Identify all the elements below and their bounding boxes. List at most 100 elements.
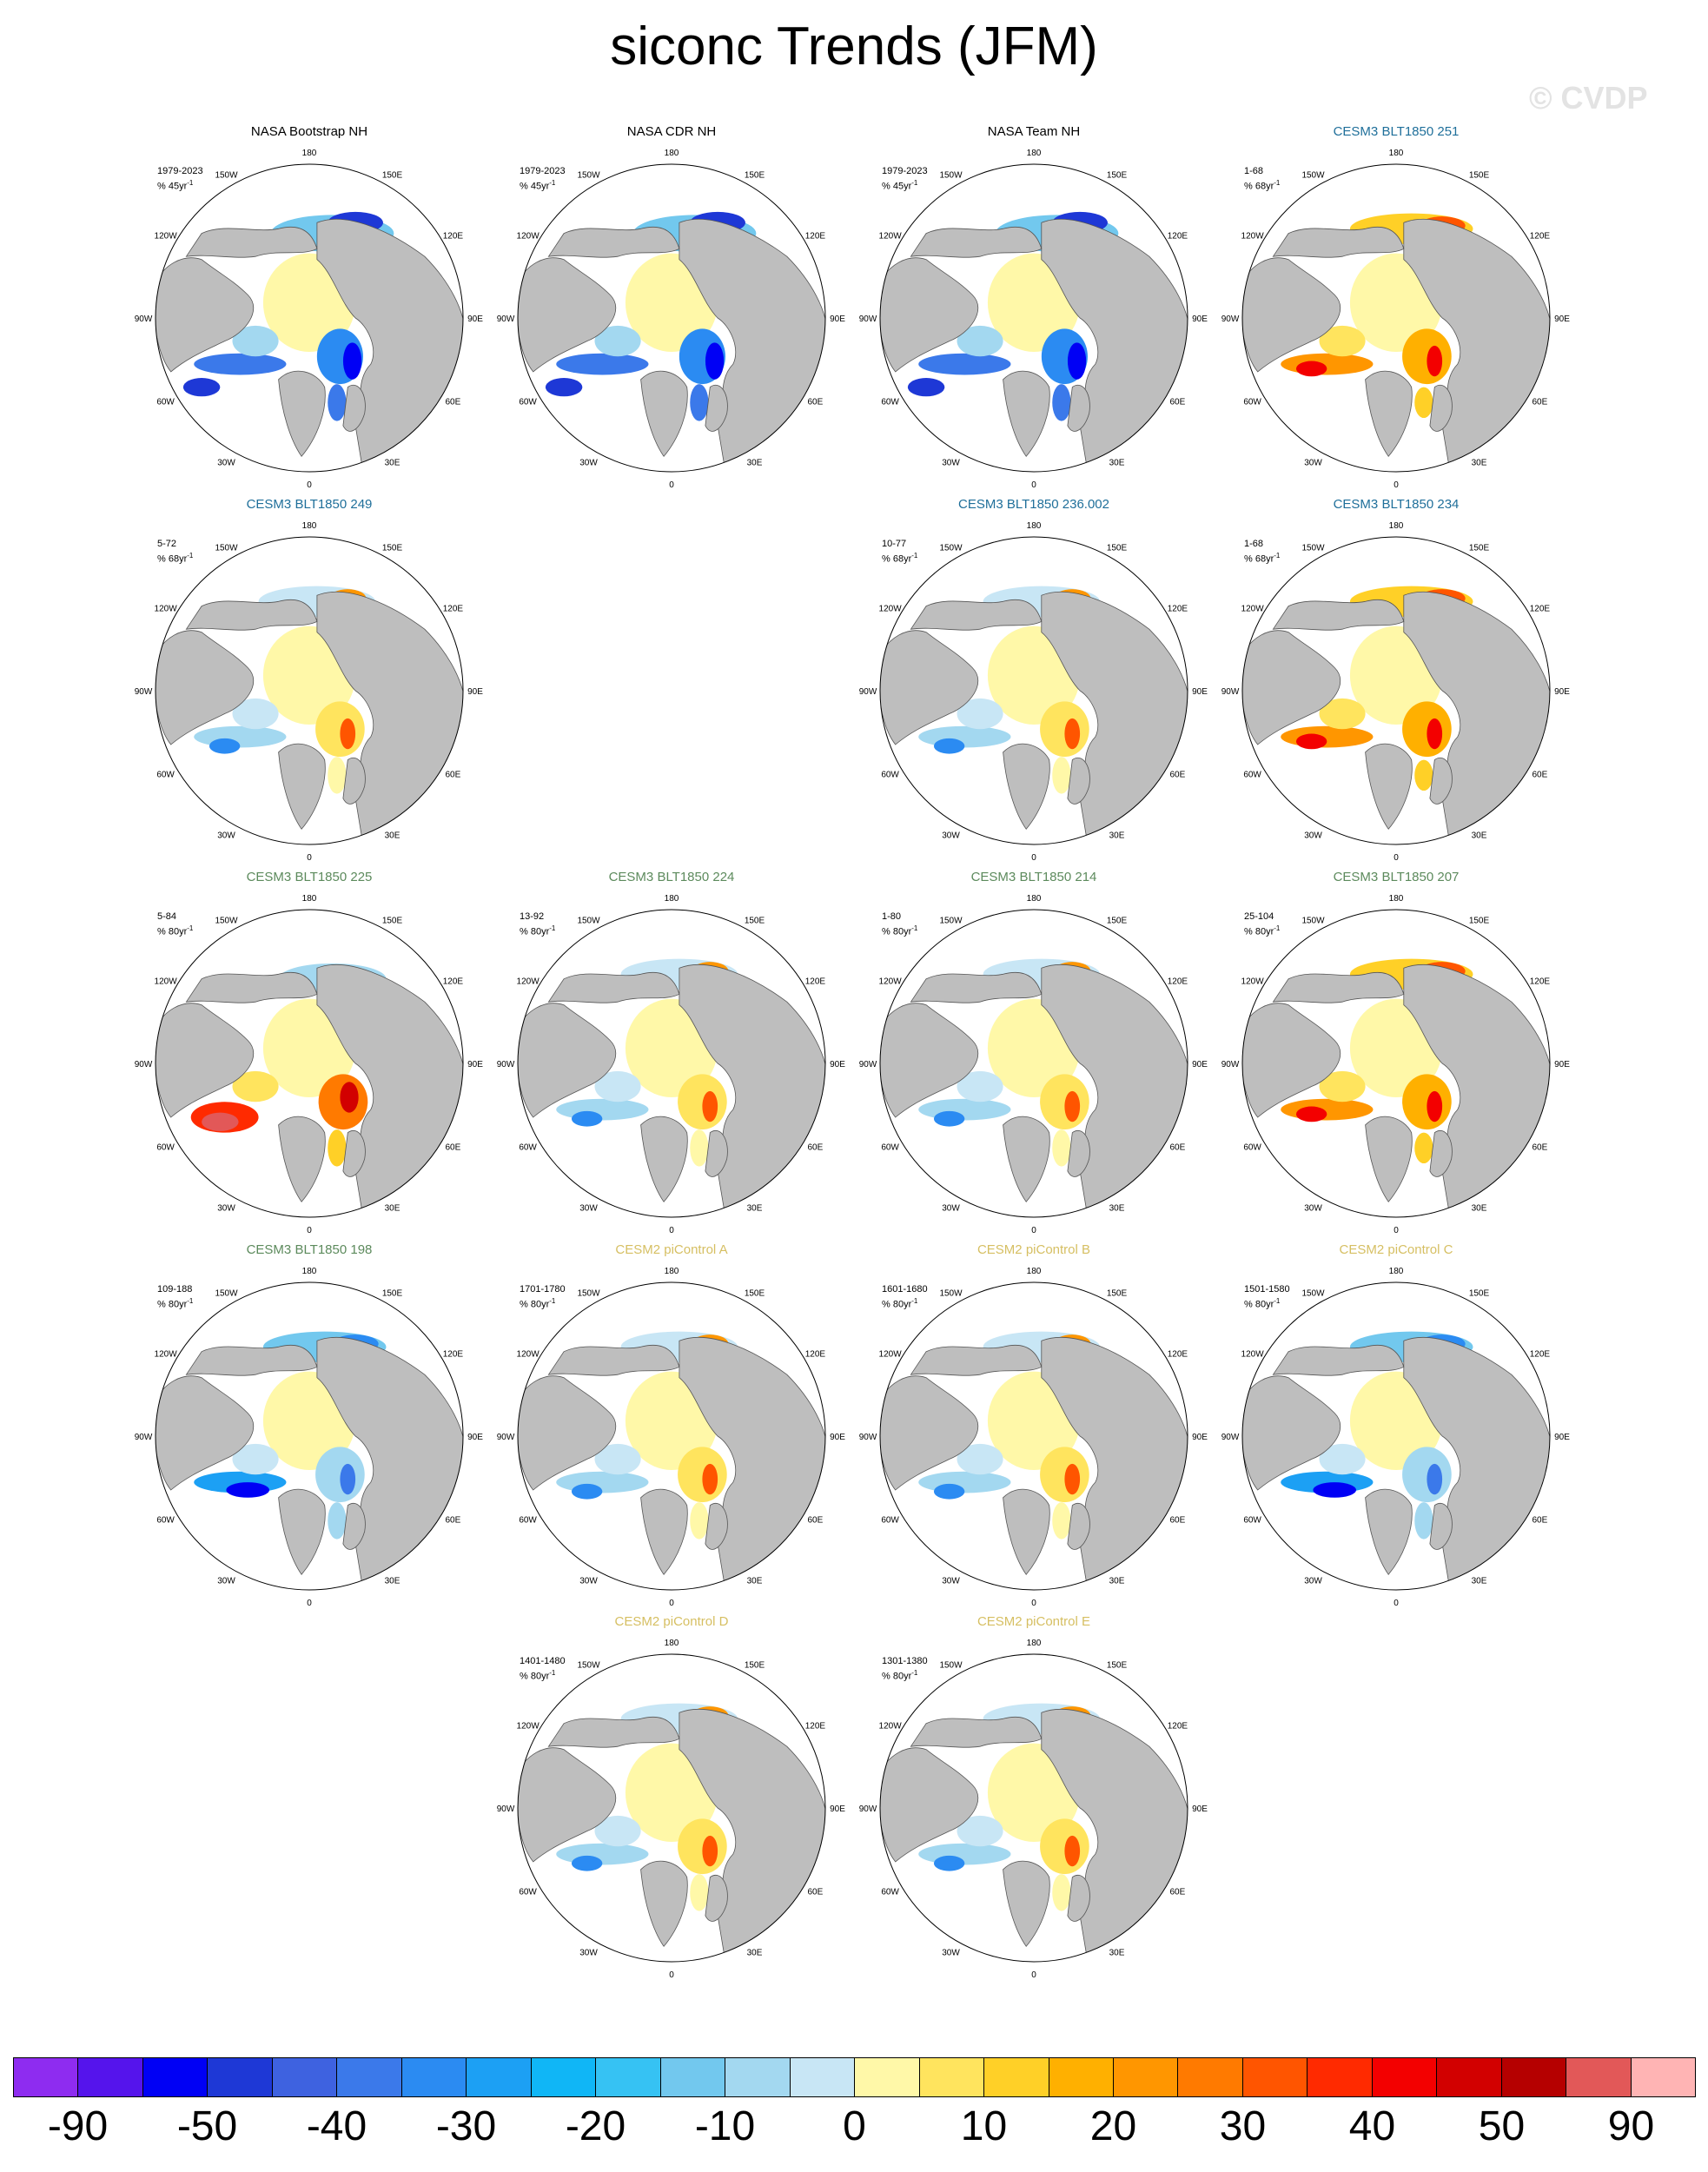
longitude-label: 30W bbox=[942, 1203, 960, 1213]
trend-patch bbox=[690, 384, 709, 421]
longitude-label: 60E bbox=[1170, 1888, 1186, 1897]
land-mass bbox=[1365, 1116, 1413, 1202]
longitude-label: 150W bbox=[1301, 917, 1325, 926]
trend-patch bbox=[1402, 1447, 1452, 1503]
longitude-label: 150W bbox=[939, 1289, 963, 1299]
map-panel: 180 150E 120E 90E 60E 30E 0 30W 60W 90W 120W 150W bbox=[1221, 149, 1571, 490]
map-boundary bbox=[879, 1281, 1188, 1591]
longitude-label: 150W bbox=[215, 544, 238, 553]
trend-patch bbox=[705, 342, 725, 380]
land-mass bbox=[342, 1503, 366, 1550]
land-mass bbox=[880, 257, 979, 373]
trend-patch bbox=[315, 701, 365, 758]
longitude-label: 90E bbox=[1554, 1433, 1570, 1442]
longitude-label: 150E bbox=[1107, 917, 1128, 926]
longitude-label: 60W bbox=[156, 771, 175, 780]
panel-title: CESM3 BLT1850 198 bbox=[246, 1242, 373, 1257]
land-mass bbox=[910, 1717, 1043, 1748]
map-panels: 180150E120E90E60E30E030W60W90W120W150W18… bbox=[135, 149, 1571, 1980]
trend-patch bbox=[1040, 1447, 1089, 1503]
longitude-label: 60W bbox=[881, 398, 899, 407]
longitude-label: 150W bbox=[577, 171, 600, 181]
longitude-label: 120E bbox=[443, 605, 464, 614]
longitude-label: 120W bbox=[879, 1722, 903, 1732]
longitude-label: 0 bbox=[1394, 1226, 1399, 1235]
colorbar-label: -20 bbox=[565, 2103, 626, 2149]
longitude-label: 120E bbox=[805, 977, 826, 987]
panel-title: NASA Bootstrap NH bbox=[250, 124, 368, 139]
trend-patch bbox=[594, 325, 641, 357]
longitude-label: 180 bbox=[302, 521, 317, 531]
trend-patch bbox=[1064, 1090, 1081, 1122]
trend-patch bbox=[957, 1443, 1003, 1475]
longitude-label: 90E bbox=[830, 1804, 845, 1814]
trend-patch bbox=[702, 1463, 718, 1495]
land-mass bbox=[1365, 1488, 1413, 1575]
colorbar-label: -10 bbox=[694, 2103, 756, 2149]
longitude-label: 120W bbox=[155, 977, 178, 987]
longitude-label: 90W bbox=[497, 1060, 515, 1069]
trend-patch bbox=[1281, 353, 1374, 375]
map-boundary bbox=[879, 536, 1188, 845]
land-mass bbox=[1067, 1875, 1090, 1922]
longitude-label: 30E bbox=[1109, 831, 1125, 840]
trend-patch bbox=[232, 325, 279, 357]
trend-patch bbox=[209, 738, 241, 754]
map-panel: 180 150E 120E 90E 60E 30E 0 30W 60W 90W 120W 150W bbox=[859, 521, 1208, 863]
colorbar-swatch bbox=[208, 2058, 273, 2096]
longitude-label: 180 bbox=[1027, 521, 1042, 531]
longitude-label: 30W bbox=[579, 1203, 598, 1213]
panel-title: NASA Team NH bbox=[987, 124, 1081, 139]
land-mass bbox=[640, 1860, 688, 1947]
trend-patch bbox=[918, 1843, 1011, 1865]
longitude-label: 180 bbox=[665, 1639, 679, 1648]
trend-patch bbox=[594, 1815, 641, 1847]
longitude-label: 0 bbox=[1394, 480, 1399, 490]
land-mass bbox=[705, 1875, 728, 1922]
map-boundary bbox=[155, 1281, 464, 1591]
colorbar-swatch bbox=[725, 2058, 791, 2096]
land-mass bbox=[1242, 257, 1341, 373]
map-boundary bbox=[1241, 163, 1551, 473]
trend-patch bbox=[1295, 1106, 1327, 1122]
map-panel: 180 150E 120E 90E 60E 30E 0 30W 60W 90W 120W 150W bbox=[1221, 521, 1571, 863]
panel-range: 1-80% 80yr-1 bbox=[882, 911, 918, 937]
land-mass bbox=[156, 630, 255, 745]
land-mass bbox=[1429, 1503, 1453, 1550]
longitude-label: 0 bbox=[669, 1970, 674, 1980]
longitude-label: 90W bbox=[497, 1804, 515, 1814]
colorbar-swatch bbox=[1307, 2058, 1373, 2096]
trend-patch bbox=[556, 1843, 649, 1865]
longitude-label: 0 bbox=[307, 480, 312, 490]
colorbar-swatch bbox=[855, 2058, 920, 2096]
longitude-label: 30W bbox=[579, 458, 598, 467]
panel-title: CESM2 piControl A bbox=[615, 1242, 728, 1257]
longitude-label: 90W bbox=[859, 687, 877, 697]
land-mass bbox=[278, 743, 326, 830]
map-panel: 180 150E 120E 90E 60E 30E 0 30W 60W 90W 120W 150W bbox=[497, 894, 846, 1235]
longitude-label: 120W bbox=[879, 1350, 903, 1360]
longitude-label: 60E bbox=[808, 398, 824, 407]
panel-range: 5-84% 80yr-1 bbox=[157, 911, 194, 937]
longitude-label: 150E bbox=[382, 171, 403, 181]
longitude-label: 120W bbox=[517, 1722, 540, 1732]
trend-patch bbox=[340, 1463, 356, 1495]
longitude-label: 180 bbox=[1389, 1267, 1404, 1276]
trend-patch bbox=[1414, 1132, 1433, 1164]
longitude-label: 120W bbox=[879, 232, 903, 242]
trend-patch bbox=[678, 1818, 727, 1875]
trend-patch bbox=[957, 698, 1003, 730]
trend-patch bbox=[1319, 1070, 1366, 1103]
land-mass bbox=[278, 1116, 326, 1202]
trend-patch bbox=[342, 342, 362, 380]
trend-patch bbox=[315, 1447, 365, 1503]
longitude-label: 90W bbox=[859, 315, 877, 324]
colorbar-label: -30 bbox=[435, 2103, 497, 2149]
land-mass bbox=[910, 972, 1043, 1003]
land-mass bbox=[910, 1345, 1043, 1376]
trend-patch bbox=[194, 725, 287, 748]
longitude-label: 30W bbox=[1304, 1576, 1322, 1586]
panel-range: 5-72% 68yr-1 bbox=[157, 539, 194, 565]
longitude-label: 30W bbox=[942, 1948, 960, 1957]
map-boundary bbox=[517, 163, 826, 473]
